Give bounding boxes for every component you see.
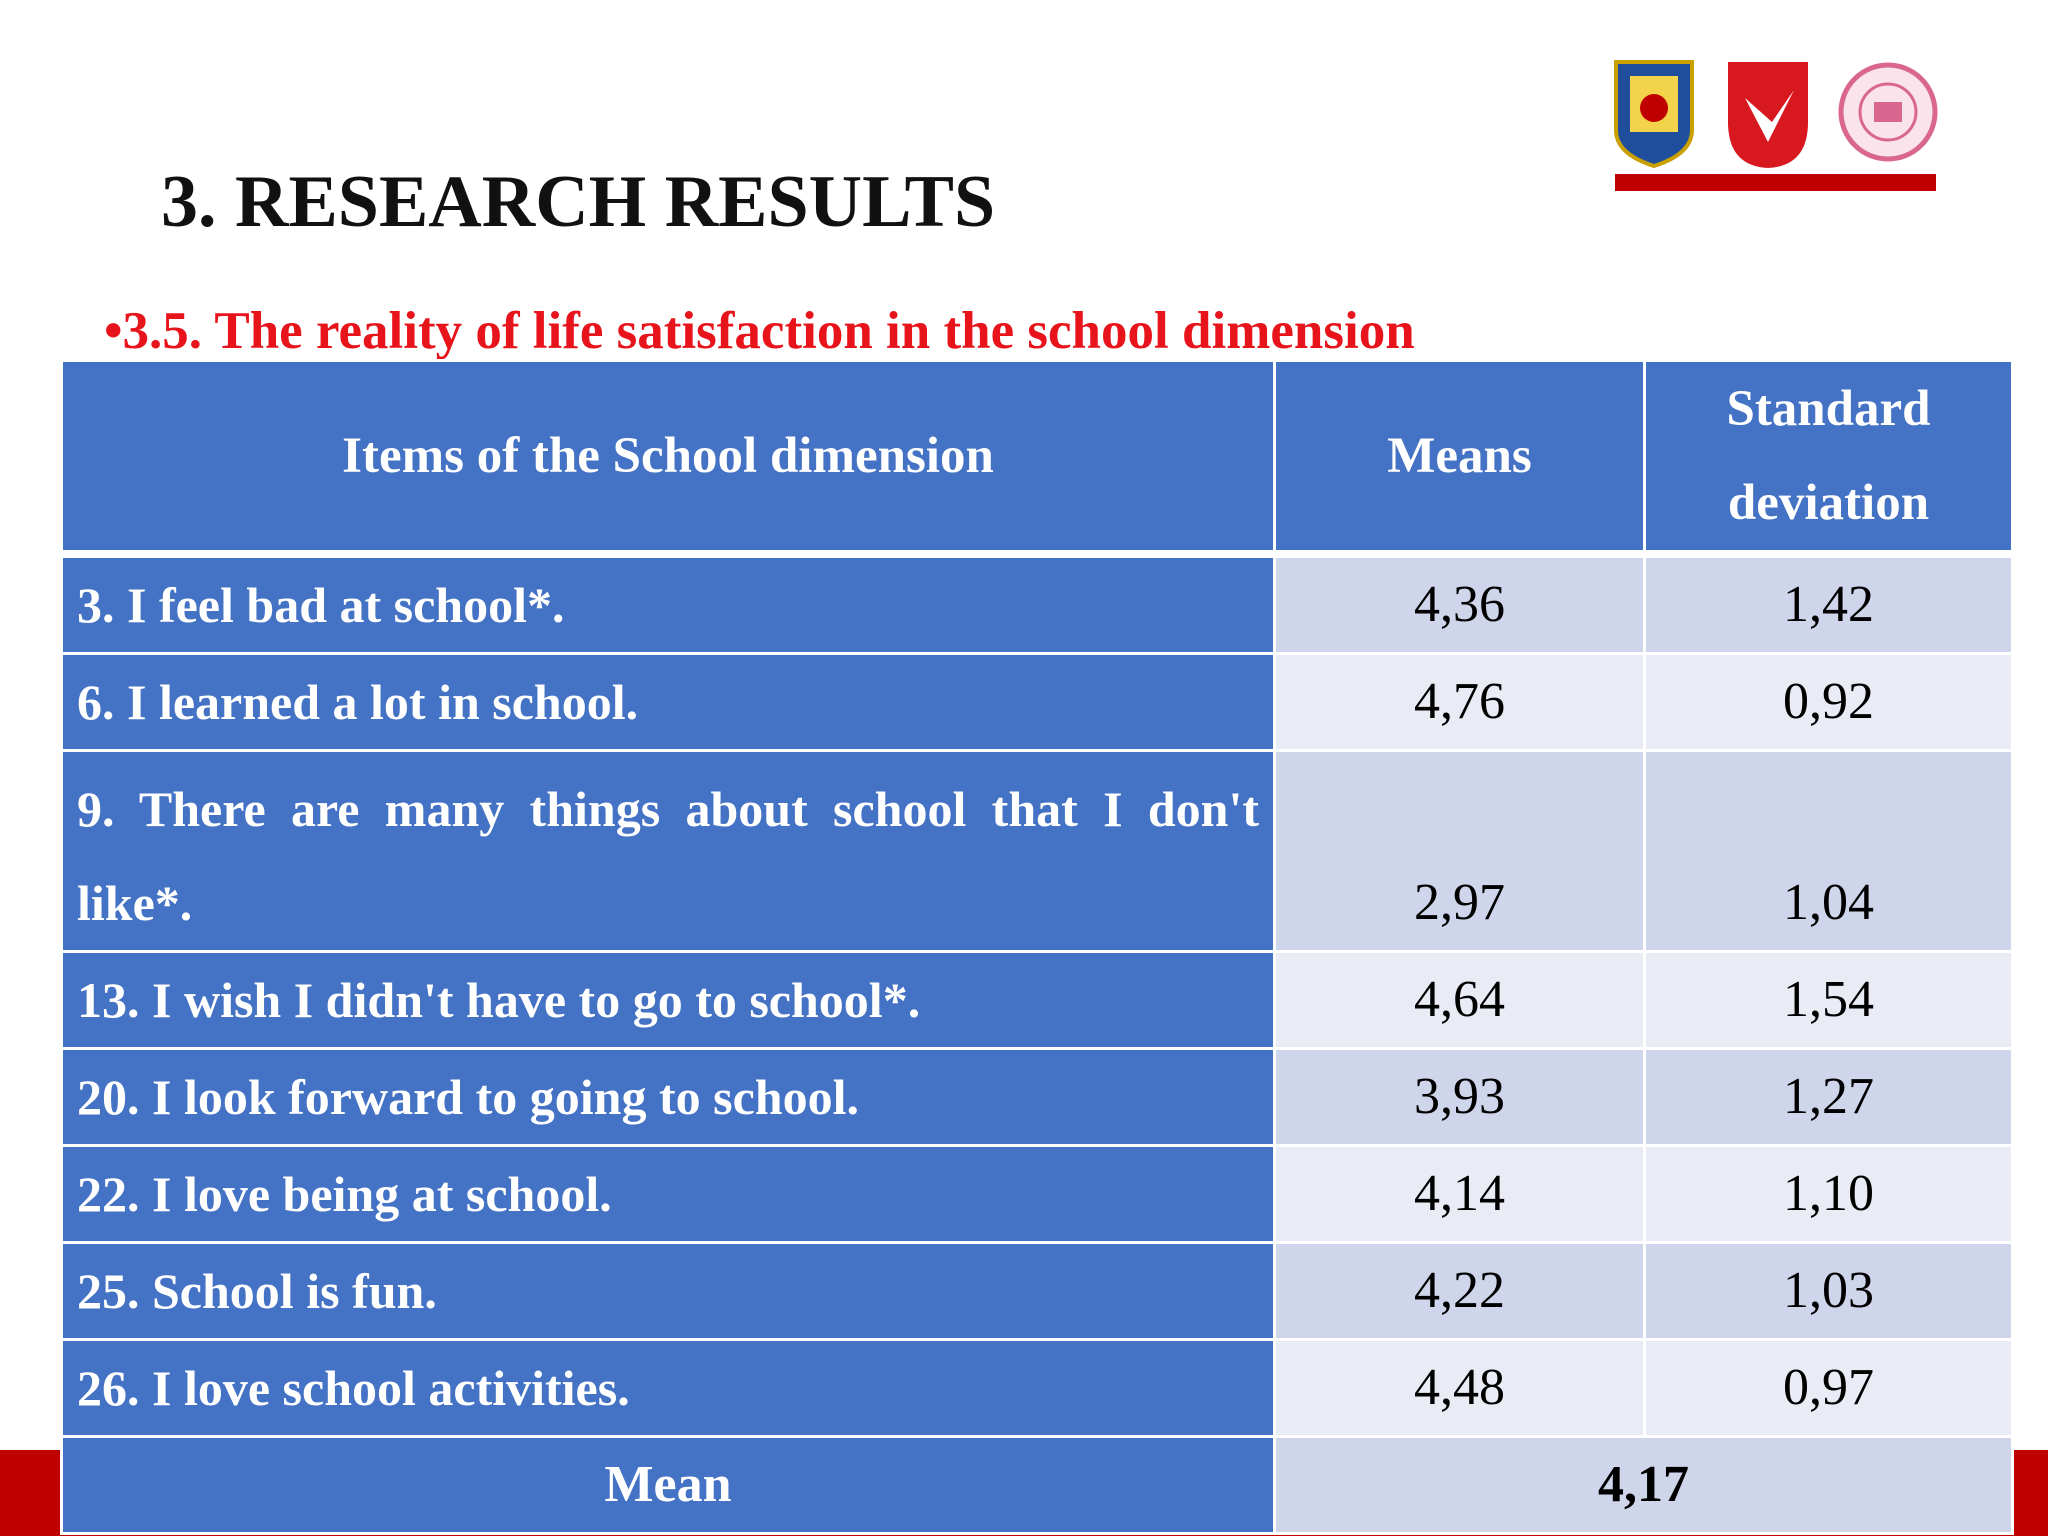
- table-row: 6. I learned a lot in school. 4,76 0,92: [60, 652, 2014, 752]
- footer-label: Mean: [60, 1435, 1276, 1535]
- table-row: 9. There are many things about school th…: [60, 749, 2014, 953]
- value-cell: 1,03: [1643, 1241, 2014, 1341]
- item-cell: 3. I feel bad at school*.: [60, 550, 1276, 655]
- item-cell: 25. School is fun.: [60, 1241, 1276, 1341]
- column-header: Means: [1273, 359, 1646, 556]
- value-cell: 1,27: [1643, 1047, 2014, 1147]
- value-cell: 0,97: [1643, 1338, 2014, 1438]
- item-cell: 20. I look forward to going to school.: [60, 1047, 1276, 1147]
- value-cell: 3,93: [1273, 1047, 1646, 1147]
- item-cell: 13. I wish I didn't have to go to school…: [60, 950, 1276, 1050]
- table-row: 22. I love being at school. 4,14 1,10: [60, 1144, 2014, 1244]
- logo-red: [1728, 62, 1808, 168]
- value-cell: 1,10: [1643, 1144, 2014, 1244]
- subtitle: •3.5. The reality of life satisfaction i…: [104, 302, 1415, 360]
- logos: [1614, 60, 1938, 191]
- value-cell: 1,42: [1643, 550, 2014, 655]
- value-cell: 4,36: [1273, 550, 1646, 655]
- title: 3. RESEARCH RESULTS: [161, 161, 996, 243]
- item-cell: 6. I learned a lot in school.: [60, 652, 1276, 752]
- footer-value: 4,17: [1273, 1435, 2014, 1535]
- value-cell: 4,76: [1273, 652, 1646, 752]
- column-header: Items of the School dimension: [60, 359, 1276, 556]
- item-cell: 9. There are many things about school th…: [60, 749, 1276, 953]
- value-cell: 0,92: [1643, 652, 2014, 752]
- footer-row: Mean 4,17: [60, 1435, 2014, 1535]
- table-row: 26. I love school activities. 4,48 0,97: [60, 1338, 2014, 1438]
- column-header: Standard deviation: [1643, 359, 2014, 556]
- table-row: 25. School is fun. 4,22 1,03: [60, 1241, 2014, 1341]
- header-bar: [1615, 174, 1936, 191]
- table-row: 20. I look forward to going to school. 3,…: [60, 1047, 2014, 1147]
- value-cell: 4,48: [1273, 1338, 1646, 1438]
- table-row: 3. I feel bad at school*. 4,36 1,42: [60, 550, 2014, 655]
- item-cell: 22. I love being at school.: [60, 1144, 1276, 1244]
- value-cell: 1,54: [1643, 950, 2014, 1050]
- logo-circle: [1838, 62, 1938, 162]
- header-row: Items of the School dimension Means Stan…: [60, 359, 2014, 556]
- value-cell: 4,64: [1273, 950, 1646, 1050]
- logo-shield: [1614, 60, 1694, 169]
- value-cell: 1,04: [1643, 749, 2014, 953]
- value-cell: 2,97: [1273, 749, 1646, 953]
- results-table: Items of the School dimension Means Stan…: [60, 359, 2014, 1535]
- table-row: 13. I wish I didn't have to go to school…: [60, 950, 2014, 1050]
- value-cell: 4,22: [1273, 1241, 1646, 1341]
- table-body: 3. I feel bad at school*. 4,36 1,42 6. I le…: [60, 550, 2014, 1535]
- value-cell: 4,14: [1273, 1144, 1646, 1244]
- item-cell: 26. I love school activities.: [60, 1338, 1276, 1438]
